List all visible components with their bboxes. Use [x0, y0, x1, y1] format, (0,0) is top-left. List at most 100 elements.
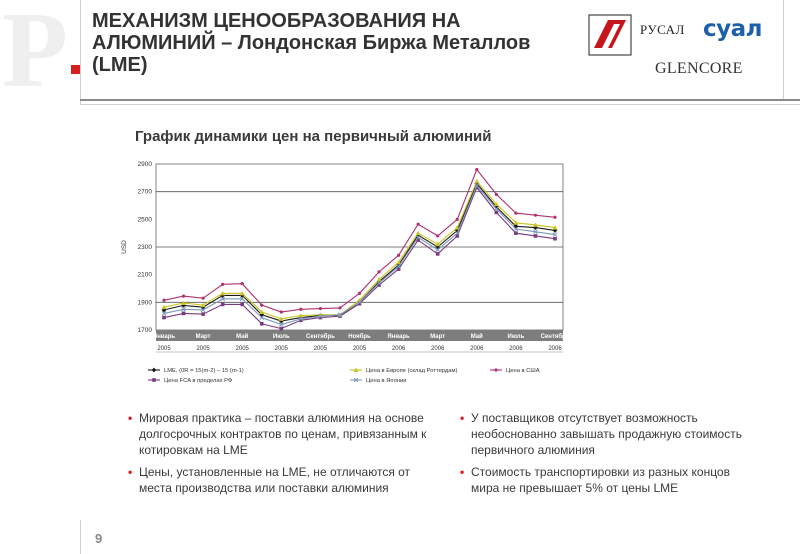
bullet-item: • Стоимость транспортировки из разных ко… [460, 464, 760, 496]
data-point [357, 301, 362, 306]
data-point [220, 290, 226, 296]
x-tick-month: Январь [153, 334, 176, 340]
data-point [278, 316, 284, 321]
y-tick-label: 2500 [138, 216, 153, 223]
legend-label: Цена в Европе (склад Роттердам) [366, 368, 457, 374]
data-point [220, 293, 226, 298]
bullet-item: • Цены, установленные на LME, не отличаю… [128, 464, 433, 496]
data-point [239, 296, 245, 302]
data-point [318, 306, 322, 311]
data-point [533, 229, 538, 235]
x-tick-month: Сентябрь [306, 333, 335, 340]
data-point [552, 232, 558, 237]
series-line [163, 168, 556, 313]
y-axis-label: USD [121, 240, 128, 254]
data-point [162, 315, 166, 320]
data-point [454, 228, 460, 233]
data-point [357, 291, 362, 295]
x-tick-month: Ноябрь [348, 333, 371, 340]
header-divider-right [783, 0, 784, 99]
slide-title-line3: (LME) [92, 54, 148, 76]
data-point [152, 378, 156, 382]
data-point [552, 228, 558, 233]
legend-label: Цена FCA в пределах РФ [164, 378, 233, 384]
data-point [200, 302, 206, 308]
y-tick-label: 2700 [138, 189, 153, 196]
x-tick-month: Январь [387, 334, 410, 340]
bullets-left: • Мировая практика – поставки алюминия н… [128, 410, 433, 502]
data-point [513, 226, 519, 232]
data-point [533, 234, 538, 238]
slide-title-line2: АЛЮМИНИЙ – Лондонская Биржа Металлов [92, 32, 531, 54]
page-number: 9 [95, 531, 103, 546]
bullet-item: • Мировая практика – поставки алюминия н… [128, 410, 433, 458]
x-tick-month: Май [236, 333, 248, 340]
chart-title: График динамики цен на первичный алюмини… [135, 128, 492, 145]
data-point [552, 225, 558, 230]
legend-label: Цена в США [506, 368, 540, 374]
data-point [260, 303, 264, 307]
x-tick-year: 2005 [275, 346, 289, 352]
data-point [337, 312, 343, 318]
slide-title-line1: МЕХАНИЗМ ЦЕНООБРАЗОВАНИЯ НА [92, 10, 461, 32]
glencore-logo-text: GLENCORE [655, 60, 743, 77]
data-point [239, 293, 245, 298]
bullet-dot: • [460, 411, 465, 425]
data-point [396, 267, 401, 271]
price-line-chart: 1700 1900 2100 2300 2500 2700 2900 USD Январь Мар… [121, 161, 570, 384]
data-point [279, 310, 283, 314]
x-tick-year: 2005 [196, 346, 210, 352]
slide-title: МЕХАНИЗМ ЦЕНООБРАЗОВАНИЯ НА АЛЮМИНИЙ – Л… [92, 10, 587, 76]
data-point [200, 307, 206, 313]
legend-label: LME, (0R = 15(m-2) – 15 (m-1) [164, 368, 244, 374]
data-point [493, 206, 499, 212]
data-point [475, 185, 479, 190]
data-point [396, 264, 401, 269]
data-point [240, 302, 244, 307]
data-point [201, 296, 205, 300]
bullet-text: Цены, установленные на LME, не отличаютс… [139, 465, 411, 495]
data-point [220, 296, 226, 302]
y-tick-label: 1700 [138, 327, 153, 334]
data-point [553, 236, 557, 241]
data-point [221, 282, 225, 286]
x-tick-year: 2006 [509, 346, 523, 352]
data-point [353, 377, 359, 383]
y-tick-label: 2100 [138, 272, 153, 279]
y-tick-label: 2300 [138, 244, 153, 251]
bullet-text: У поставщиков отсутствует возможность не… [471, 411, 742, 457]
bullet-text: Стоимость транспортировки из разных конц… [471, 465, 730, 495]
data-point [494, 368, 498, 372]
x-tick-year: 2005 [353, 346, 367, 352]
data-point [416, 222, 420, 226]
y-tick-label: 2900 [138, 161, 153, 168]
data-point [298, 316, 304, 322]
data-point [493, 201, 499, 207]
data-point [259, 321, 264, 326]
watermark-logo: P [2, 0, 68, 110]
data-point [357, 299, 362, 305]
x-tick-year: 2006 [548, 346, 562, 352]
data-point [220, 302, 225, 307]
data-point [377, 283, 381, 287]
data-point [181, 294, 186, 298]
data-point [181, 306, 186, 312]
x-tick-year: 2006 [392, 346, 406, 352]
x-tick-month: Июль [508, 334, 525, 340]
data-point [353, 367, 359, 372]
x-tick-month: Сентябрь [541, 333, 570, 340]
footer-divider [80, 520, 81, 554]
data-point [162, 298, 166, 302]
data-point [376, 277, 382, 282]
x-tick-month: Март [196, 334, 211, 340]
bullet-dot: • [460, 465, 465, 479]
x-tick-year: 2006 [431, 346, 445, 352]
data-point [318, 315, 323, 320]
data-point [435, 247, 441, 253]
rusal-logo-icon [588, 14, 632, 56]
data-point [396, 259, 401, 265]
data-point [533, 222, 538, 227]
x-tick-month: Март [430, 334, 445, 340]
data-point [494, 210, 499, 215]
data-point [338, 306, 342, 310]
